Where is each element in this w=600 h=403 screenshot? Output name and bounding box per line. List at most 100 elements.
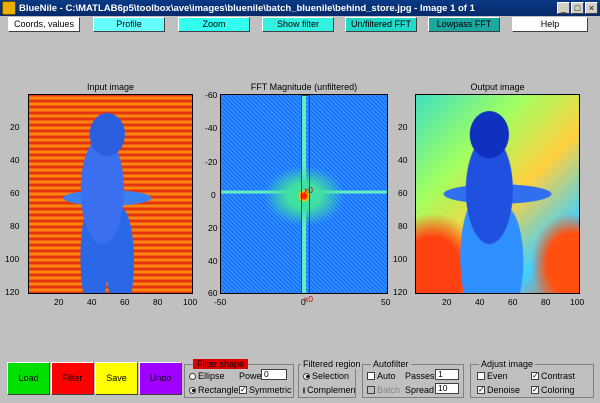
- output-xtick: 60: [508, 297, 518, 307]
- input-ytick: 20: [10, 122, 20, 132]
- coloring-check-icon[interactable]: ✓: [531, 385, 539, 394]
- symmetric-checkbox[interactable]: ✓ Symmetric: [239, 385, 292, 395]
- input-image-panel[interactable]: [28, 94, 193, 294]
- complement-radio-indicator[interactable]: [303, 386, 305, 394]
- selection-radio[interactable]: Selection: [303, 371, 349, 381]
- passes-label: Passes: [405, 371, 435, 381]
- output-ytick: 40: [398, 155, 408, 165]
- fft-ytick: 60: [208, 288, 218, 298]
- adjust-image-group: Adjust image Even ✓ Contrast ✓ Denoise ✓…: [470, 359, 594, 398]
- output-xtick: 40: [475, 297, 485, 307]
- input-xtick: 60: [120, 297, 130, 307]
- filter-shape-group: Filter shape Ellipse Power 0 Rectangle ✓…: [184, 359, 294, 398]
- help-button[interactable]: Help: [512, 17, 588, 32]
- auto-label: Auto: [377, 371, 396, 381]
- fft-ytick: 0: [211, 190, 216, 200]
- input-ytick: 120: [5, 287, 20, 297]
- fft-filter-rectangle[interactable]: [301, 95, 310, 293]
- ellipse-label: Ellipse: [198, 371, 225, 381]
- fft-ytick: 40: [208, 256, 218, 266]
- fft-ytick: 20: [208, 223, 218, 233]
- complement-label: Complemen: [307, 385, 355, 395]
- input-xtick: 40: [87, 297, 97, 307]
- even-label: Even: [487, 371, 508, 381]
- save-button[interactable]: Save: [95, 362, 138, 395]
- symmetric-label: Symmetric: [249, 385, 292, 395]
- output-image-title: Output image: [470, 82, 525, 92]
- auto-check-icon[interactable]: [367, 372, 375, 380]
- autofilter-title: Autofilter: [371, 359, 411, 369]
- output-xtick: 100: [570, 297, 585, 307]
- output-ytick: 60: [398, 188, 408, 198]
- input-xtick: 80: [153, 297, 163, 307]
- selection-label: Selection: [312, 371, 350, 381]
- spread-label: Spread: [405, 385, 435, 395]
- undo-button[interactable]: Undo: [139, 362, 182, 395]
- minimize-icon[interactable]: _: [557, 2, 570, 14]
- window-titlebar: BlueNile - C:\MATLAB6p5\toolbox\ave\imag…: [0, 0, 600, 16]
- input-xtick: 100: [183, 297, 198, 307]
- input-ytick: 80: [10, 221, 20, 231]
- fft-ytick: -20: [205, 157, 218, 167]
- filtered-region-group: Filtered region Selection Complemen: [298, 359, 363, 398]
- lowpass-fft-button[interactable]: Lowpass FFT: [428, 17, 500, 32]
- fft-title: FFT Magnitude (unfiltered): [250, 82, 358, 92]
- adjust-image-title: Adjust image: [479, 359, 536, 369]
- fft-ytick: -40: [205, 123, 218, 133]
- output-ytick: 80: [398, 221, 408, 231]
- spread-input[interactable]: 10: [435, 383, 459, 394]
- power-label: Power: [239, 371, 265, 381]
- batch-checkbox[interactable]: Batch: [367, 385, 400, 395]
- passes-input[interactable]: 1: [435, 369, 459, 380]
- output-image-panel[interactable]: [415, 94, 580, 294]
- fft-marker-top: x0: [304, 185, 313, 195]
- input-ytick: 40: [10, 155, 20, 165]
- fft-panel[interactable]: [220, 94, 388, 294]
- contrast-checkbox[interactable]: ✓ Contrast: [531, 371, 575, 381]
- complement-radio[interactable]: Complemen: [303, 385, 355, 395]
- fft-xtick: 50: [381, 297, 391, 307]
- coloring-label: Coloring: [541, 385, 575, 395]
- batch-check-icon[interactable]: [367, 386, 375, 394]
- app-icon: [2, 1, 16, 15]
- even-checkbox[interactable]: Even: [477, 371, 508, 381]
- toolbar: Coords, values Profile Zoom Show filter …: [0, 16, 600, 36]
- fft-marker-bottom: x0: [304, 294, 313, 304]
- denoise-check-icon[interactable]: ✓: [477, 385, 485, 394]
- zoom-button[interactable]: Zoom: [178, 17, 250, 32]
- profile-button[interactable]: Profile: [93, 17, 165, 32]
- rectangle-radio[interactable]: Rectangle: [189, 385, 239, 395]
- even-check-icon[interactable]: [477, 372, 485, 380]
- output-ytick: 20: [398, 122, 408, 132]
- symmetric-check-icon[interactable]: ✓: [239, 385, 247, 394]
- contrast-check-icon[interactable]: ✓: [531, 371, 539, 380]
- output-xtick: 20: [442, 297, 452, 307]
- unfiltered-fft-button[interactable]: Un/filtered FFT: [345, 17, 417, 32]
- coords-values-button[interactable]: Coords, values: [8, 17, 80, 32]
- close-icon[interactable]: ×: [585, 2, 598, 14]
- coloring-checkbox[interactable]: ✓ Coloring: [531, 385, 575, 395]
- input-xtick: 20: [54, 297, 64, 307]
- window-title: BlueNile - C:\MATLAB6p5\toolbox\ave\imag…: [19, 2, 475, 14]
- contrast-label: Contrast: [541, 371, 576, 381]
- denoise-checkbox[interactable]: ✓ Denoise: [477, 385, 520, 395]
- load-button[interactable]: Load: [7, 362, 50, 395]
- input-image-title: Input image: [86, 82, 135, 92]
- maximize-icon[interactable]: □: [571, 2, 584, 14]
- fft-ytick: -60: [205, 90, 218, 100]
- filter-button[interactable]: Filter: [51, 362, 94, 395]
- show-filter-button[interactable]: Show filter: [262, 17, 334, 32]
- output-ytick: 120: [393, 287, 408, 297]
- filter-shape-title: Filter shape: [193, 359, 249, 369]
- fft-xtick: -50: [214, 297, 227, 307]
- ellipse-radio-indicator[interactable]: [189, 372, 196, 380]
- rectangle-radio-indicator[interactable]: [189, 386, 196, 394]
- input-ytick: 100: [5, 254, 20, 264]
- ellipse-radio[interactable]: Ellipse: [189, 371, 225, 381]
- power-input[interactable]: 0: [261, 369, 287, 380]
- rectangle-label: Rectangle: [198, 385, 239, 395]
- auto-checkbox[interactable]: Auto: [367, 371, 396, 381]
- output-xtick: 80: [541, 297, 551, 307]
- output-ytick: 100: [393, 254, 408, 264]
- selection-radio-indicator[interactable]: [303, 372, 310, 380]
